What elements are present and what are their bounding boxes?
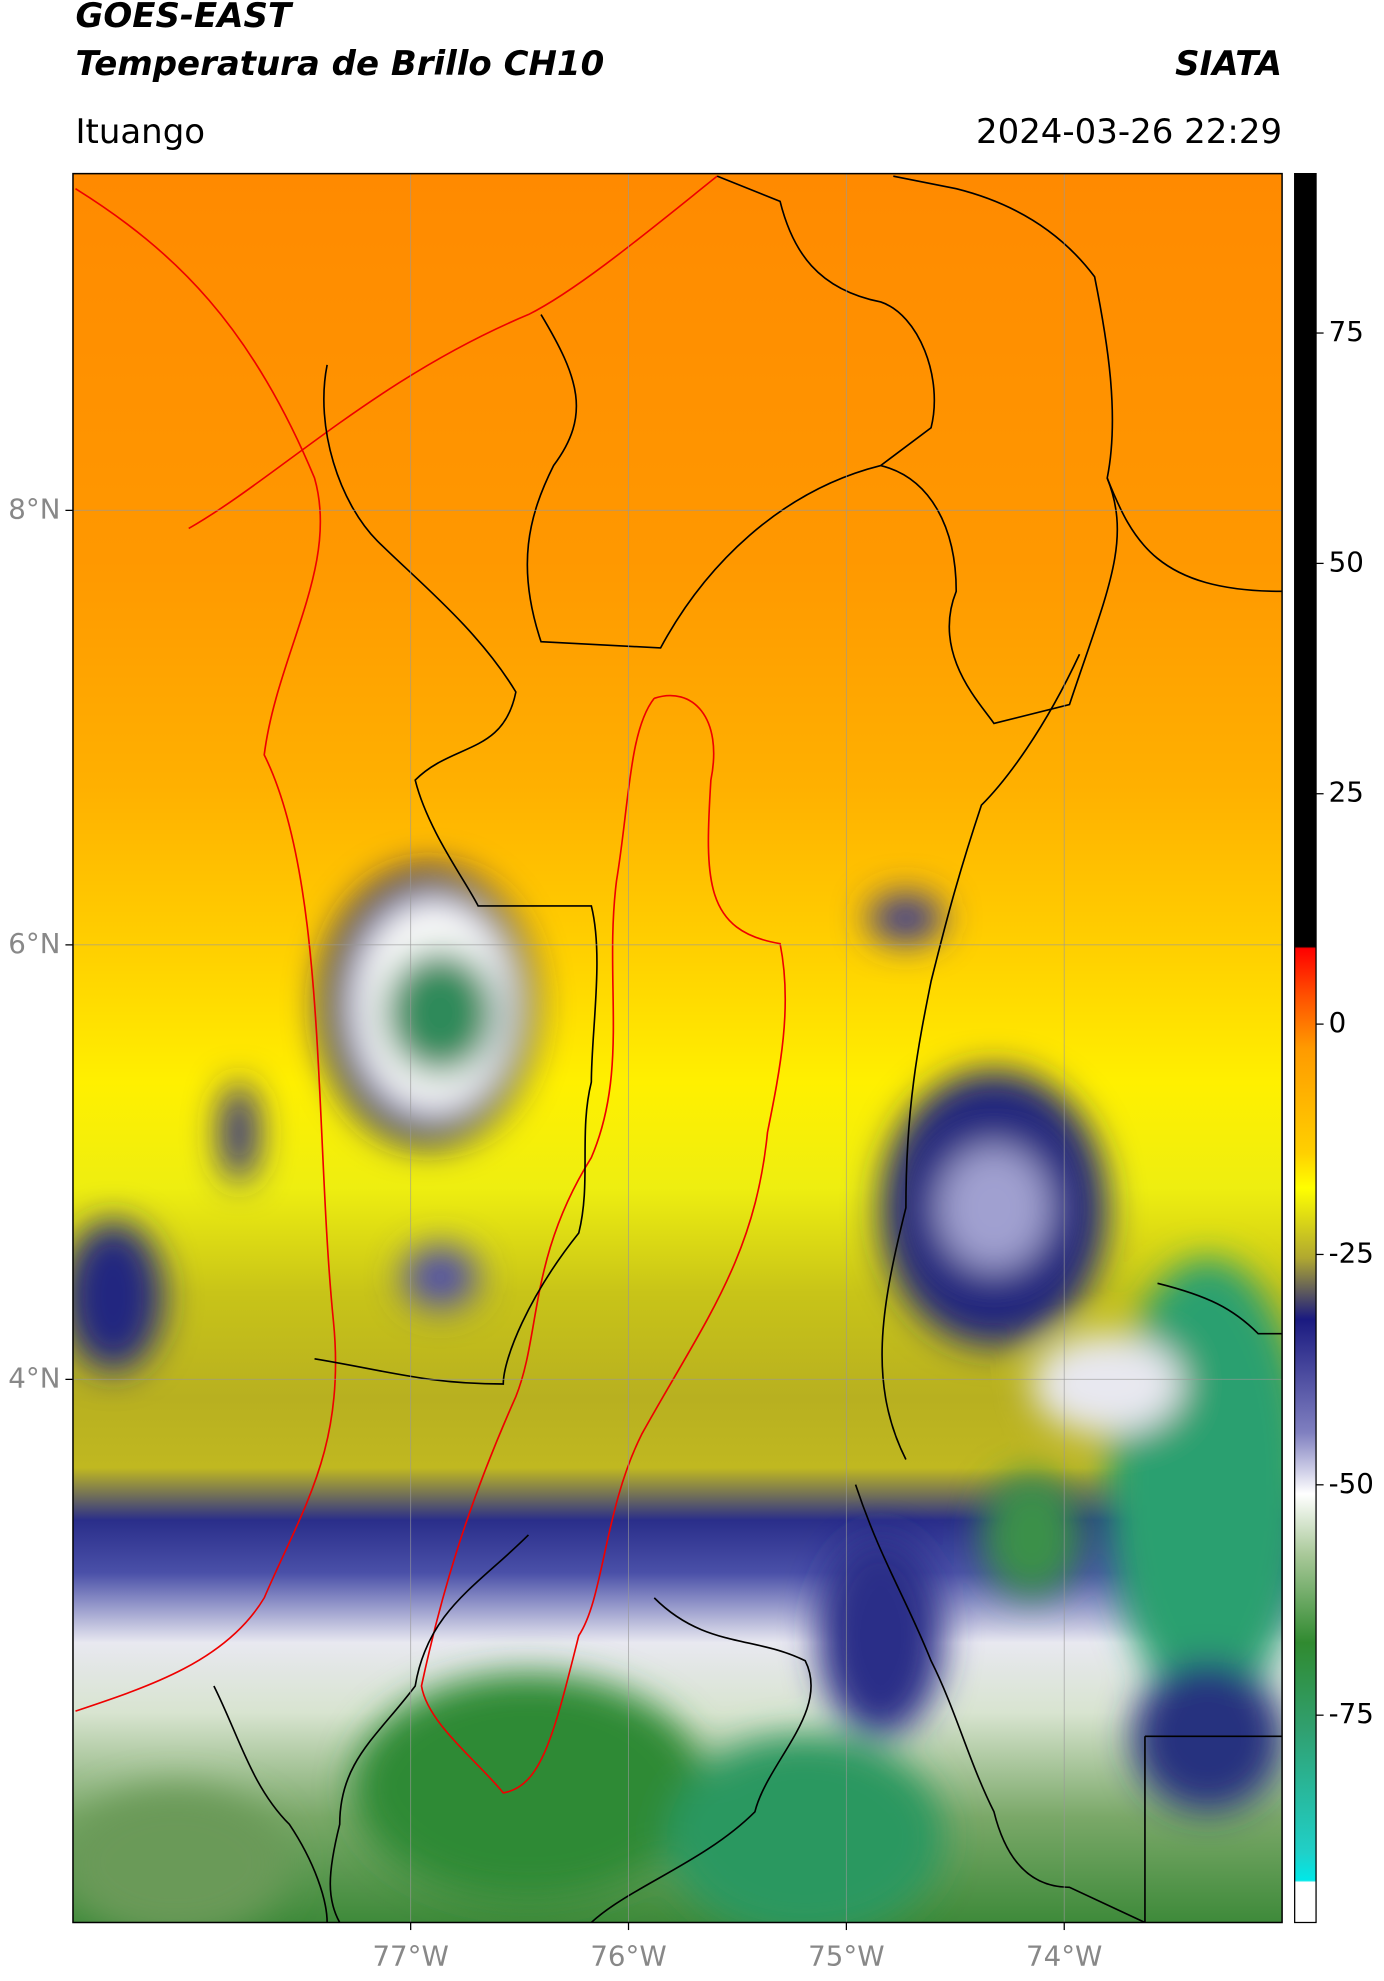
map-frame: [72, 172, 1283, 1924]
source: SIATA: [1175, 44, 1282, 84]
colorbar-label: 0: [1329, 1006, 1347, 1039]
x-tick-label: 76°W: [590, 1940, 666, 1973]
x-tick-label: 74°W: [1026, 1940, 1102, 1973]
colorbar-label: 75: [1329, 315, 1364, 348]
y-tick-label: 6°N: [8, 927, 60, 960]
colorbar-label: 25: [1329, 776, 1364, 809]
colorbar-label: 50: [1329, 545, 1364, 578]
title: GOES-EAST: [75, 0, 293, 36]
y-tick-label: 8°N: [8, 492, 60, 525]
colorbar: [1294, 172, 1317, 1924]
colorbar-label: -25: [1329, 1236, 1374, 1269]
x-tick-label: 77°W: [372, 1940, 448, 1973]
datetime: 2024-03-26 22:29: [976, 112, 1282, 152]
colorbar-label: -50: [1329, 1467, 1374, 1500]
colorbar-label: -75: [1329, 1697, 1374, 1730]
x-tick-label: 75°W: [808, 1940, 884, 1973]
region: Ituango: [75, 112, 205, 152]
subtitle: Temperatura de Brillo CH10: [75, 44, 604, 84]
map-image: [72, 173, 1283, 1923]
y-tick-label: 4°N: [8, 1361, 60, 1394]
